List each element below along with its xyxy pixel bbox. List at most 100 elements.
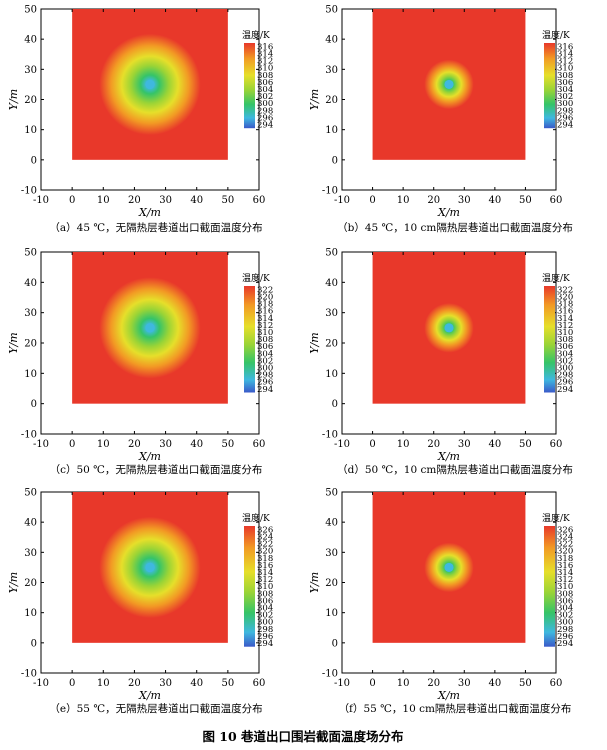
colorbar (244, 286, 255, 393)
y-tick-label: 0 (332, 399, 338, 410)
colorbar-label: 322 (257, 285, 273, 295)
x-tick-label: 10 (397, 678, 410, 689)
x-tick-label: 20 (427, 195, 440, 206)
colorbar-label: 324 (257, 532, 273, 542)
colorbar-label: 326 (257, 525, 273, 535)
x-tick-label: 10 (397, 439, 410, 450)
panel-caption: （c）50 ℃，无隔热层巷道出口截面温度分布 (50, 463, 263, 476)
colorbar-label: 324 (557, 532, 573, 542)
x-axis-label: X/m (437, 450, 460, 463)
colorbar-label: 310 (257, 328, 273, 338)
y-tick-label: 10 (24, 608, 37, 619)
colorbar-label: 296 (557, 113, 573, 123)
colorbar-label: 304 (557, 349, 573, 359)
x-axis-label: X/m (138, 689, 161, 702)
colorbar-label: 300 (557, 99, 573, 109)
colorbar-label: 314 (257, 314, 273, 324)
colorbar-label: 308 (257, 335, 273, 345)
figure-title: 图 10 巷道出口围岩截面温度场分布 (202, 729, 404, 744)
y-tick-label: 40 (325, 518, 338, 529)
colorbar-label: 294 (557, 639, 573, 649)
y-tick-label: -10 (322, 186, 338, 197)
colorbar-label: 296 (257, 113, 273, 123)
y-tick-label: 30 (325, 548, 338, 559)
y-tick-label: 40 (325, 35, 338, 46)
x-tick-label: 60 (253, 678, 266, 689)
y-tick-label: 10 (325, 369, 338, 380)
x-tick-label: 40 (488, 439, 501, 450)
panel-e: -10 0 10 20 30 40 50 60 -10 0 10 20 30 40 50 X/m Y/m 温度/K… (7, 488, 273, 716)
colorbar-label: 306 (257, 596, 273, 606)
y-tick-label: 50 (24, 5, 37, 16)
x-tick-label: 50 (221, 678, 234, 689)
colorbar-label: 296 (557, 632, 573, 642)
x-tick-label: 40 (488, 678, 501, 689)
colorbar (544, 526, 555, 647)
y-axis-label: Y/m (308, 572, 321, 593)
y-tick-label: 40 (24, 518, 37, 529)
panel-f: -10 0 10 20 30 40 50 60 -10 0 10 20 30 40 50 X/m Y/m 温度/K… (308, 488, 573, 716)
x-tick-label: 0 (369, 195, 375, 206)
colorbar-label: 308 (257, 71, 273, 81)
colorbar-label: 302 (557, 92, 573, 102)
y-tick-label: 40 (24, 35, 37, 46)
colorbar (544, 43, 555, 129)
y-tick-label: -10 (322, 669, 338, 680)
y-axis-label: Y/m (308, 332, 321, 353)
x-tick-label: 40 (190, 439, 203, 450)
x-tick-label: 30 (458, 678, 471, 689)
colorbar-label: 312 (557, 321, 573, 331)
colorbar-label: 300 (257, 618, 273, 628)
colorbar (244, 526, 255, 647)
colorbar-label: 314 (557, 49, 573, 59)
colorbar-label: 302 (257, 356, 273, 366)
x-axis-label: X/m (138, 450, 161, 463)
colorbar-label: 296 (257, 378, 273, 388)
x-tick-label: 60 (550, 439, 563, 450)
y-tick-label: 50 (325, 248, 338, 259)
x-tick-label: 50 (221, 195, 234, 206)
colorbar-label: 302 (557, 356, 573, 366)
panel-caption: （a）45 ℃，无隔热层巷道出口截面温度分布 (49, 221, 262, 234)
x-tick-label: 20 (128, 195, 141, 206)
x-tick-label: 60 (550, 678, 563, 689)
colorbar-label: 312 (257, 575, 273, 585)
y-tick-label: -10 (21, 669, 37, 680)
y-tick-label: 10 (325, 125, 338, 136)
roadway-opening (145, 323, 155, 333)
colorbar-label: 316 (257, 42, 273, 52)
x-tick-label: 50 (519, 439, 532, 450)
panel-caption: （e）55 ℃，无隔热层巷道出口截面温度分布 (49, 702, 262, 715)
y-tick-label: 30 (24, 308, 37, 319)
colorbar-label: 304 (257, 603, 273, 613)
figure-number: 图 10 (202, 729, 241, 744)
colorbar-label: 306 (557, 78, 573, 88)
y-axis-label: Y/m (7, 89, 20, 110)
y-tick-label: 20 (24, 339, 37, 350)
colorbar-label: 312 (557, 57, 573, 67)
y-tick-label: 10 (325, 608, 338, 619)
colorbar-label: 294 (257, 385, 273, 395)
colorbar-label: 322 (557, 540, 573, 550)
colorbar-label: 298 (257, 625, 273, 635)
colorbar-label: 308 (557, 335, 573, 345)
y-tick-label: 0 (332, 638, 338, 649)
colorbar-label: 316 (257, 307, 273, 317)
roadway-opening (145, 79, 155, 90)
colorbar-label: 322 (557, 285, 573, 295)
y-axis-label: Y/m (308, 89, 321, 110)
y-tick-label: 50 (24, 488, 37, 499)
temperature-field (372, 9, 526, 160)
colorbar-label: 300 (557, 363, 573, 373)
y-tick-label: 0 (31, 155, 37, 166)
temperature-field (72, 492, 228, 643)
colorbar-title: 温度/K (542, 272, 570, 284)
panel-c: -10 0 10 20 30 40 50 60 -10 0 10 20 30 40 50 X/m Y/m 温度/K… (7, 248, 273, 477)
colorbar-label: 298 (257, 371, 273, 381)
panel-a: -10 0 10 20 30 40 50 60 -10 0 10 20 30 40 50 X/m Y/m 温度/K… (7, 5, 273, 235)
y-tick-label: 50 (325, 488, 338, 499)
colorbar-label: 320 (257, 292, 273, 302)
y-tick-label: -10 (21, 430, 37, 441)
x-tick-label: 0 (369, 439, 375, 450)
